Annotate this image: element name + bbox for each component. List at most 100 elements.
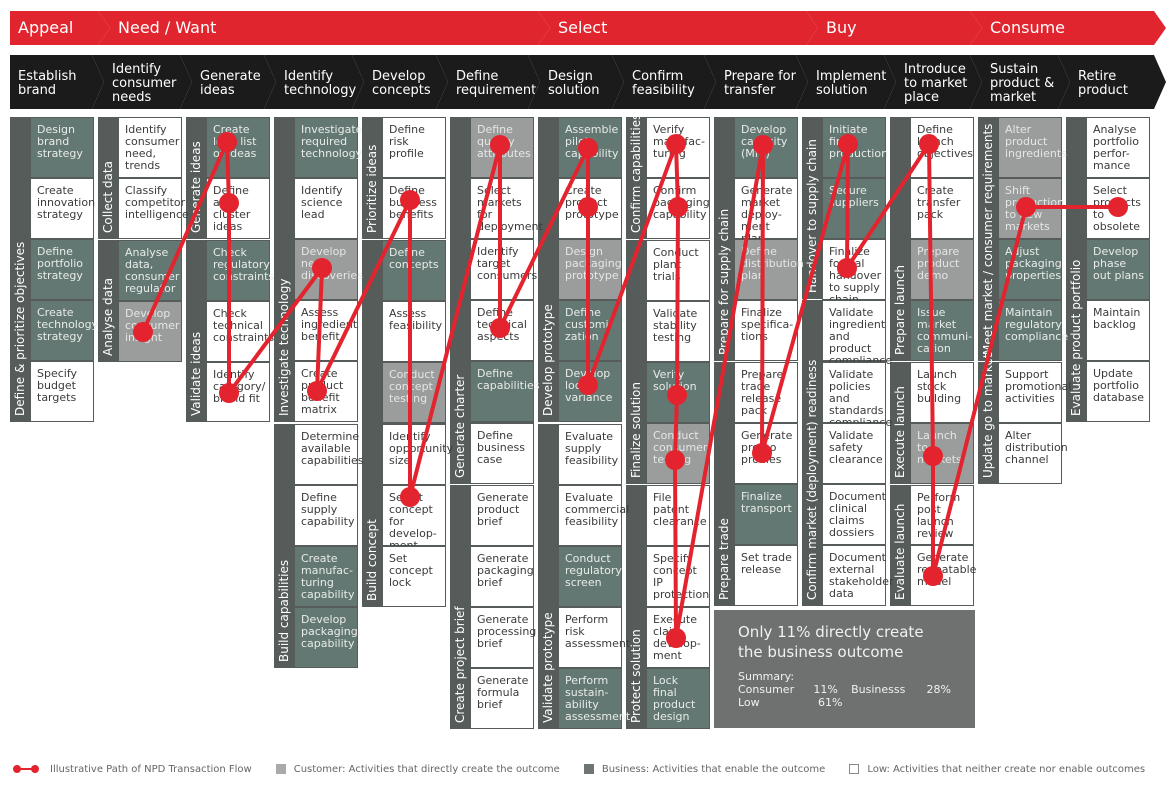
activity-cell: Document clinical claims dossiers <box>822 484 886 545</box>
legend-path-label: Illustrative Path of NPD Transaction Flo… <box>50 763 252 775</box>
group-label: Build capabilities <box>277 559 291 662</box>
activity-cell: Develop packaging capability <box>294 607 358 668</box>
group-label: Prepare launch <box>893 264 907 355</box>
step-label: Identify consumer needs <box>112 61 177 105</box>
activity-cell: Execute claim develop-ment <box>646 607 710 668</box>
activity-cell: File patent clearance <box>646 485 710 546</box>
activity-cell: Generate processing brief <box>470 607 536 668</box>
group-label: Evaluate product portfolio <box>1069 259 1083 416</box>
activity-cell: Define customi-zation <box>558 300 622 361</box>
activity-cell: Perform risk assessment <box>558 607 630 668</box>
activity-cell: Create product prototype <box>558 178 622 239</box>
activity-cell: Assess feasibility <box>382 301 446 362</box>
activity-cell: Evaluate commercial feasibility <box>558 485 629 546</box>
activity-cell: Launch stock building <box>910 362 974 423</box>
activity-cell: Select markets for deployment <box>470 178 543 239</box>
group-label: Create project brief <box>453 606 467 723</box>
step-establish-brand: Establish brand <box>10 55 104 109</box>
group-label: Collect data <box>101 161 115 233</box>
step-implement-solution: Implement solution <box>796 55 896 109</box>
activity-cell: Identify consumer need, trends <box>118 117 182 178</box>
activity-cell: Classify competitor intelligence <box>118 178 189 239</box>
activity-cell: Define business benefits <box>382 178 446 239</box>
activity-cell: Identify category/ brand fit <box>206 362 270 422</box>
phase-need-want: Need / Want <box>98 11 550 45</box>
step-label: Define requirements <box>456 68 543 98</box>
activity-cell: Adjust packaging properties <box>998 239 1062 300</box>
group-label: Execute launch <box>893 386 907 478</box>
step-label: Establish brand <box>18 68 77 98</box>
group-label: Build concept <box>365 519 379 601</box>
activity-cell: Identify target consumers <box>470 239 537 300</box>
group-label: Confirm market (deployment) readiness <box>805 359 819 600</box>
step-label: Sustain product & market <box>990 61 1055 105</box>
activity-cell: Shift production to new markets <box>998 178 1064 239</box>
step-label: Design solution <box>548 68 600 98</box>
step-label: Introduce to market place <box>904 61 968 105</box>
activity-cell: Define concepts <box>382 240 446 301</box>
legend-item-low: Low: Activities that neither create nor … <box>849 764 1145 775</box>
legend-customer-label: Customer: Activities that directly creat… <box>293 763 560 775</box>
phase-consume: Consume <box>970 11 1166 45</box>
activity-cell: Validate ingredient and product complian… <box>822 300 892 367</box>
step-identify-consumer-needs: Identify consumer needs <box>92 55 192 109</box>
group-label: Analyse data <box>101 277 115 356</box>
activity-cell: Generate market deploy-ment plan <box>734 178 798 245</box>
step-retire-product: Retire product <box>1058 55 1166 109</box>
business-value: 28% <box>926 683 951 696</box>
group-label: Meet market / consumer requirements <box>981 123 995 355</box>
activity-cell: Prepare trade release pack <box>734 362 798 423</box>
activity-cell: Define launch objectives <box>910 117 974 178</box>
activity-cell: Develop phase out plans <box>1086 239 1150 300</box>
activity-cell: Assemble pilot capability <box>558 117 622 178</box>
legend-item-path: Illustrative Path of NPD Transaction Flo… <box>12 764 252 775</box>
group-label: Protect solution <box>629 629 643 723</box>
business-label: Businesss <box>851 683 906 696</box>
activity-cell: Finalize transport <box>734 484 798 545</box>
activity-cell: Specify budget targets <box>30 361 94 422</box>
customer-swatch-icon <box>275 764 286 774</box>
consumer-label: Consumer <box>738 683 795 696</box>
activity-cell: Launch to markets <box>910 423 974 484</box>
activity-cell: Identify science lead <box>294 178 358 239</box>
activity-cell: Generate formula brief <box>470 668 534 729</box>
step-label: Prepare for transfer <box>724 68 796 98</box>
group-label: Prepare trade <box>717 518 731 600</box>
activity-cell: Specify concept IP protection <box>646 546 710 607</box>
step-develop-concepts: Develop concepts <box>352 55 448 109</box>
activity-cell: Alter distribution channel <box>998 423 1068 484</box>
activity-cell: Develop consumer insight <box>118 301 182 362</box>
activity-cell: Develop local variance <box>558 361 622 422</box>
activity-cell: Support promotional activities <box>998 362 1071 423</box>
step-sustain-product-market: Sustain product & market <box>970 55 1070 109</box>
activity-cell: Create long list of ideas <box>206 117 270 178</box>
activity-cell: Generate repeatable model <box>910 545 976 606</box>
activity-cell: Develop capacity (Mfg) <box>734 117 798 178</box>
consumer-value: 11% <box>813 683 838 696</box>
legend: Illustrative Path of NPD Transaction Flo… <box>12 760 1176 778</box>
activity-cell: Select products to obsolete <box>1086 178 1150 239</box>
activity-cell: Alter product ingredients <box>998 117 1067 178</box>
activity-cell: Maintain regulatory compliance <box>998 300 1068 361</box>
legend-item-customer: Customer: Activities that directly creat… <box>275 763 560 775</box>
summary-row-1: Consumer 11% Businesss 28% <box>738 683 951 696</box>
group-label: Update go to market <box>981 353 995 479</box>
activity-cell: Finalize formal handover to supply chain <box>822 239 886 306</box>
activity-cell: Generate product brief <box>470 485 534 546</box>
step-introduce-to-market-place: Introduce to market place <box>884 55 982 109</box>
activity-cell: Conduct consumer testing <box>646 423 710 484</box>
group-label: Generate charter <box>453 374 467 478</box>
group-label: Prioritize ideas <box>365 144 379 233</box>
business-swatch-icon <box>583 764 594 774</box>
activity-cell: Conduct regulatory screen <box>558 546 622 607</box>
activity-cell: Define and cluster ideas <box>206 178 270 239</box>
legend-item-business: Business: Activities that enable the out… <box>583 764 825 775</box>
activity-cell: Set trade release <box>734 545 798 606</box>
activity-cell: Validate stability testing <box>646 301 710 362</box>
activity-cell: Initiate first production <box>822 117 888 178</box>
group-label: Confirm capabilities <box>629 113 643 233</box>
group-label: Investigate technology <box>277 278 291 416</box>
activity-cell: Develop new discoveries <box>294 239 363 300</box>
activity-cell: Design packaging prototype <box>558 239 622 300</box>
